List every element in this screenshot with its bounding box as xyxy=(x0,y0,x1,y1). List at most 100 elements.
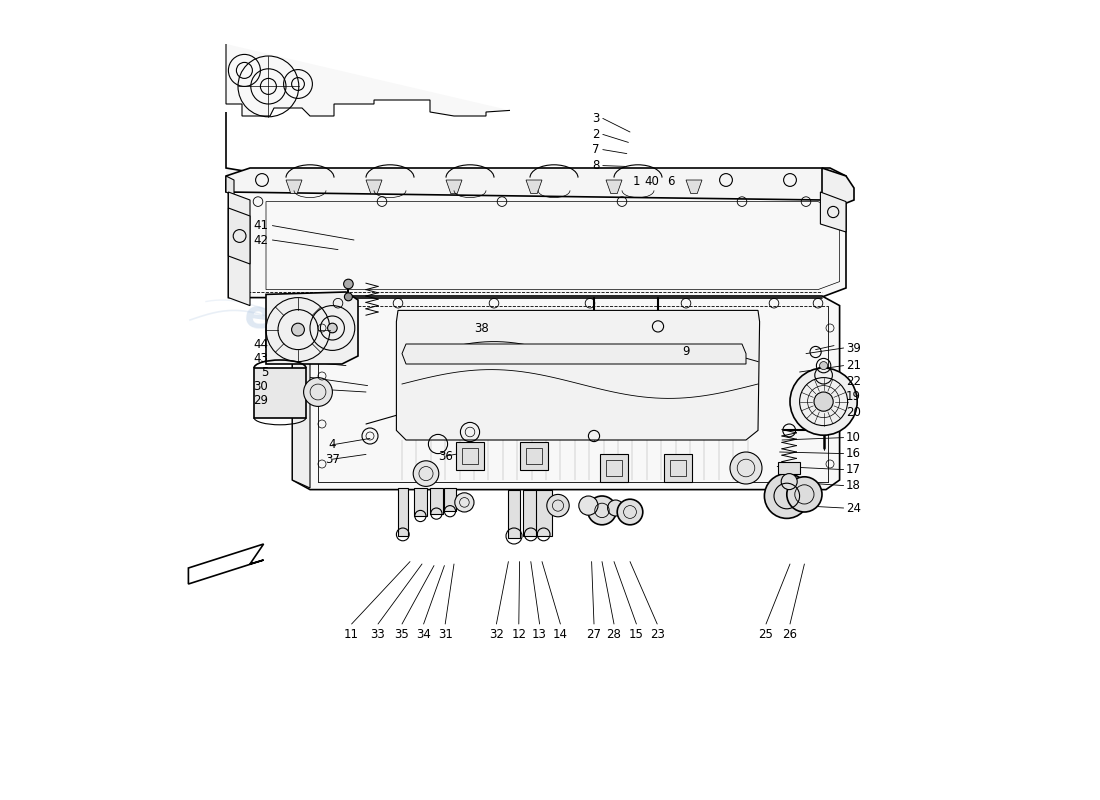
Text: 43: 43 xyxy=(253,352,268,365)
Circle shape xyxy=(414,461,439,486)
Circle shape xyxy=(820,362,827,370)
Bar xyxy=(526,448,542,464)
Text: 35: 35 xyxy=(395,628,409,641)
Text: 20: 20 xyxy=(846,406,861,419)
Text: 9: 9 xyxy=(682,346,690,358)
Text: 11: 11 xyxy=(344,628,359,641)
Polygon shape xyxy=(254,368,306,418)
Polygon shape xyxy=(822,168,854,206)
Polygon shape xyxy=(446,180,462,194)
Text: 8: 8 xyxy=(592,159,600,172)
Polygon shape xyxy=(366,180,382,194)
Bar xyxy=(778,462,801,474)
Text: 21: 21 xyxy=(846,359,861,372)
Text: 19: 19 xyxy=(846,390,861,403)
Circle shape xyxy=(790,368,857,435)
Text: 6: 6 xyxy=(668,175,674,188)
Text: 32: 32 xyxy=(490,628,504,641)
Polygon shape xyxy=(286,180,302,194)
Circle shape xyxy=(328,323,338,333)
Text: 44: 44 xyxy=(253,338,268,350)
Text: 12: 12 xyxy=(512,628,526,641)
Circle shape xyxy=(730,452,762,484)
Circle shape xyxy=(781,474,798,490)
Circle shape xyxy=(292,323,305,336)
Text: eurospares: eurospares xyxy=(546,376,794,448)
Polygon shape xyxy=(229,192,250,306)
Circle shape xyxy=(587,496,616,525)
Circle shape xyxy=(547,494,569,517)
Circle shape xyxy=(343,279,353,289)
Text: 31: 31 xyxy=(438,628,452,641)
Text: 15: 15 xyxy=(629,628,644,641)
Bar xyxy=(670,460,686,476)
Polygon shape xyxy=(821,192,846,232)
Polygon shape xyxy=(686,180,702,194)
Polygon shape xyxy=(396,310,760,440)
Circle shape xyxy=(786,477,822,512)
Circle shape xyxy=(579,496,598,515)
Polygon shape xyxy=(522,490,539,536)
Text: 14: 14 xyxy=(553,628,568,641)
Text: 1: 1 xyxy=(632,175,640,188)
Circle shape xyxy=(454,493,474,512)
Text: 36: 36 xyxy=(439,450,453,462)
Polygon shape xyxy=(443,488,456,511)
Text: 4: 4 xyxy=(329,438,337,451)
Polygon shape xyxy=(226,176,234,196)
Text: 30: 30 xyxy=(254,380,268,393)
Polygon shape xyxy=(526,180,542,194)
Polygon shape xyxy=(402,344,746,364)
Text: 18: 18 xyxy=(846,479,861,492)
Bar xyxy=(606,460,621,476)
Text: 23: 23 xyxy=(650,628,664,641)
Polygon shape xyxy=(398,488,408,536)
Text: 27: 27 xyxy=(586,628,602,641)
Circle shape xyxy=(764,474,810,518)
Text: 38: 38 xyxy=(474,322,490,334)
Polygon shape xyxy=(229,208,250,264)
Text: 2: 2 xyxy=(592,128,600,141)
Polygon shape xyxy=(508,490,519,538)
Bar xyxy=(462,448,478,464)
Text: eurospares: eurospares xyxy=(242,296,491,368)
Circle shape xyxy=(304,378,332,406)
Bar xyxy=(519,442,549,470)
Text: 24: 24 xyxy=(846,502,861,514)
Text: 41: 41 xyxy=(253,219,268,232)
Text: 10: 10 xyxy=(846,431,861,444)
Polygon shape xyxy=(536,490,551,536)
Polygon shape xyxy=(226,112,250,192)
Polygon shape xyxy=(430,488,443,514)
Text: 42: 42 xyxy=(253,234,268,246)
Text: 25: 25 xyxy=(759,628,773,641)
Text: 16: 16 xyxy=(846,447,861,460)
Polygon shape xyxy=(266,292,358,364)
Circle shape xyxy=(814,392,833,411)
Text: 26: 26 xyxy=(782,628,797,641)
Circle shape xyxy=(617,499,642,525)
Bar xyxy=(663,454,692,482)
Polygon shape xyxy=(414,488,427,516)
Text: 13: 13 xyxy=(532,628,547,641)
Text: 17: 17 xyxy=(846,463,861,476)
Text: 5: 5 xyxy=(261,366,268,378)
Polygon shape xyxy=(188,544,264,584)
Polygon shape xyxy=(226,168,846,200)
Bar xyxy=(600,454,628,482)
Text: 34: 34 xyxy=(416,628,431,641)
Polygon shape xyxy=(293,296,839,490)
Polygon shape xyxy=(229,192,846,298)
Polygon shape xyxy=(293,306,310,488)
Text: 40: 40 xyxy=(644,175,659,188)
Text: 39: 39 xyxy=(846,342,861,354)
Bar xyxy=(455,442,484,470)
Text: 3: 3 xyxy=(592,112,600,125)
Circle shape xyxy=(607,500,624,516)
Text: 28: 28 xyxy=(606,628,621,641)
Text: 33: 33 xyxy=(371,628,385,641)
Polygon shape xyxy=(606,180,621,194)
Text: 37: 37 xyxy=(324,453,340,466)
Text: 22: 22 xyxy=(846,375,861,388)
Text: 29: 29 xyxy=(253,394,268,407)
